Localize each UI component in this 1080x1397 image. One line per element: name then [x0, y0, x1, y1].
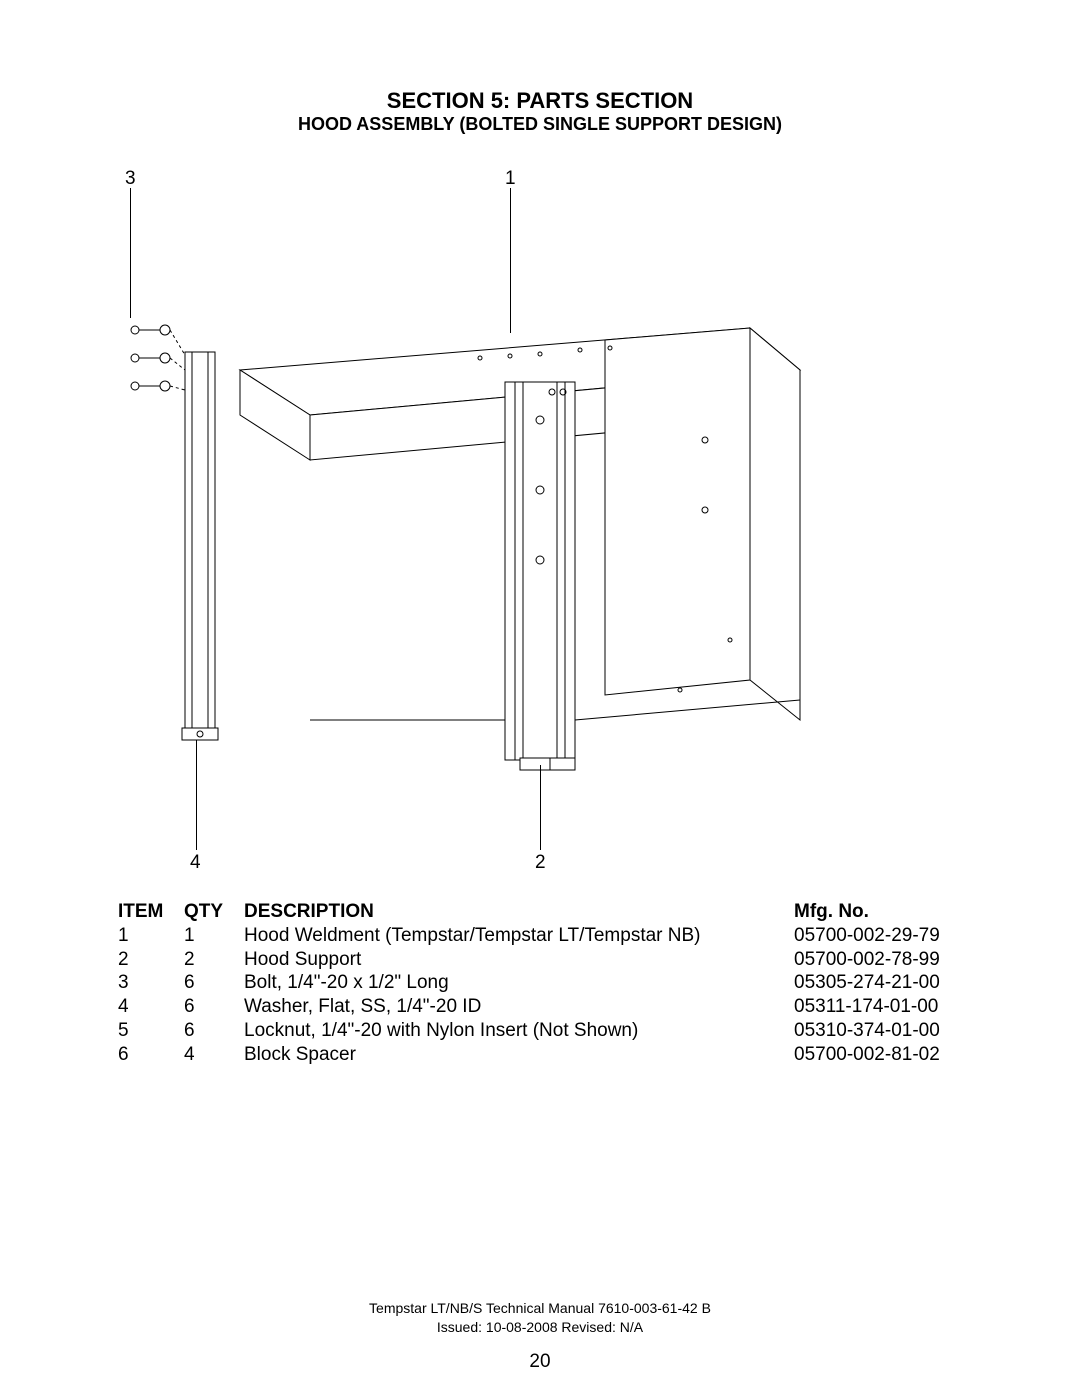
parts-table: ITEM QTY DESCRIPTION Mfg. No. 1 1 Hood W… — [118, 900, 978, 1066]
leader-1 — [510, 188, 511, 333]
cell-qty: 2 — [184, 948, 244, 972]
leader-4 — [196, 740, 197, 850]
cell-desc: Block Spacer — [244, 1043, 794, 1067]
callout-4: 4 — [190, 852, 201, 874]
footer-line-1: Tempstar LT/NB/S Technical Manual 7610-0… — [0, 1299, 1080, 1318]
table-row: 5 6 Locknut, 1/4"-20 with Nylon Insert (… — [118, 1019, 978, 1043]
cell-item: 3 — [118, 971, 184, 995]
cell-desc: Washer, Flat, SS, 1/4"-20 ID — [244, 995, 794, 1019]
table-row: 1 1 Hood Weldment (Tempstar/Tempstar LT/… — [118, 924, 978, 948]
cell-qty: 1 — [184, 924, 244, 948]
cell-qty: 6 — [184, 995, 244, 1019]
cell-mfg: 05700-002-81-02 — [794, 1043, 978, 1067]
cell-mfg: 05700-002-29-79 — [794, 924, 978, 948]
cell-qty: 6 — [184, 1019, 244, 1043]
cell-item: 2 — [118, 948, 184, 972]
callout-3: 3 — [125, 168, 136, 190]
table-header: ITEM QTY DESCRIPTION Mfg. No. — [118, 900, 978, 924]
leader-3 — [130, 188, 131, 318]
subtitle: HOOD ASSEMBLY (BOLTED SINGLE SUPPORT DES… — [0, 114, 1080, 135]
table-row: 4 6 Washer, Flat, SS, 1/4"-20 ID 05311-1… — [118, 995, 978, 1019]
cell-mfg: 05700-002-78-99 — [794, 948, 978, 972]
cell-desc: Hood Support — [244, 948, 794, 972]
cell-desc: Locknut, 1/4"-20 with Nylon Insert (Not … — [244, 1019, 794, 1043]
table-row: 3 6 Bolt, 1/4"-20 x 1/2" Long 05305-274-… — [118, 971, 978, 995]
cell-desc: Bolt, 1/4"-20 x 1/2" Long — [244, 971, 794, 995]
cell-desc: Hood Weldment (Tempstar/Tempstar LT/Temp… — [244, 924, 794, 948]
section-title: SECTION 5: PARTS SECTION — [0, 88, 1080, 114]
hdr-qty: QTY — [184, 900, 244, 924]
cell-item: 4 — [118, 995, 184, 1019]
table-row: 2 2 Hood Support 05700-002-78-99 — [118, 948, 978, 972]
table-row: 6 4 Block Spacer 05700-002-81-02 — [118, 1043, 978, 1067]
callout-2: 2 — [535, 852, 546, 874]
page-number: 20 — [0, 1351, 1080, 1373]
hdr-mfg: Mfg. No. — [794, 900, 978, 924]
cell-item: 5 — [118, 1019, 184, 1043]
leader-2 — [540, 765, 541, 850]
page: SECTION 5: PARTS SECTION HOOD ASSEMBLY (… — [0, 0, 1080, 1397]
cell-mfg: 05311-174-01-00 — [794, 995, 978, 1019]
cell-mfg: 05310-374-01-00 — [794, 1019, 978, 1043]
cell-qty: 4 — [184, 1043, 244, 1067]
callout-1: 1 — [505, 168, 516, 190]
diagram: 3 1 4 2 — [110, 160, 970, 880]
cell-qty: 6 — [184, 971, 244, 995]
cell-item: 6 — [118, 1043, 184, 1067]
hdr-desc: DESCRIPTION — [244, 900, 794, 924]
cell-mfg: 05305-274-21-00 — [794, 971, 978, 995]
cell-item: 1 — [118, 924, 184, 948]
footer: Tempstar LT/NB/S Technical Manual 7610-0… — [0, 1299, 1080, 1337]
footer-line-2: Issued: 10-08-2008 Revised: N/A — [0, 1318, 1080, 1337]
hdr-item: ITEM — [118, 900, 184, 924]
